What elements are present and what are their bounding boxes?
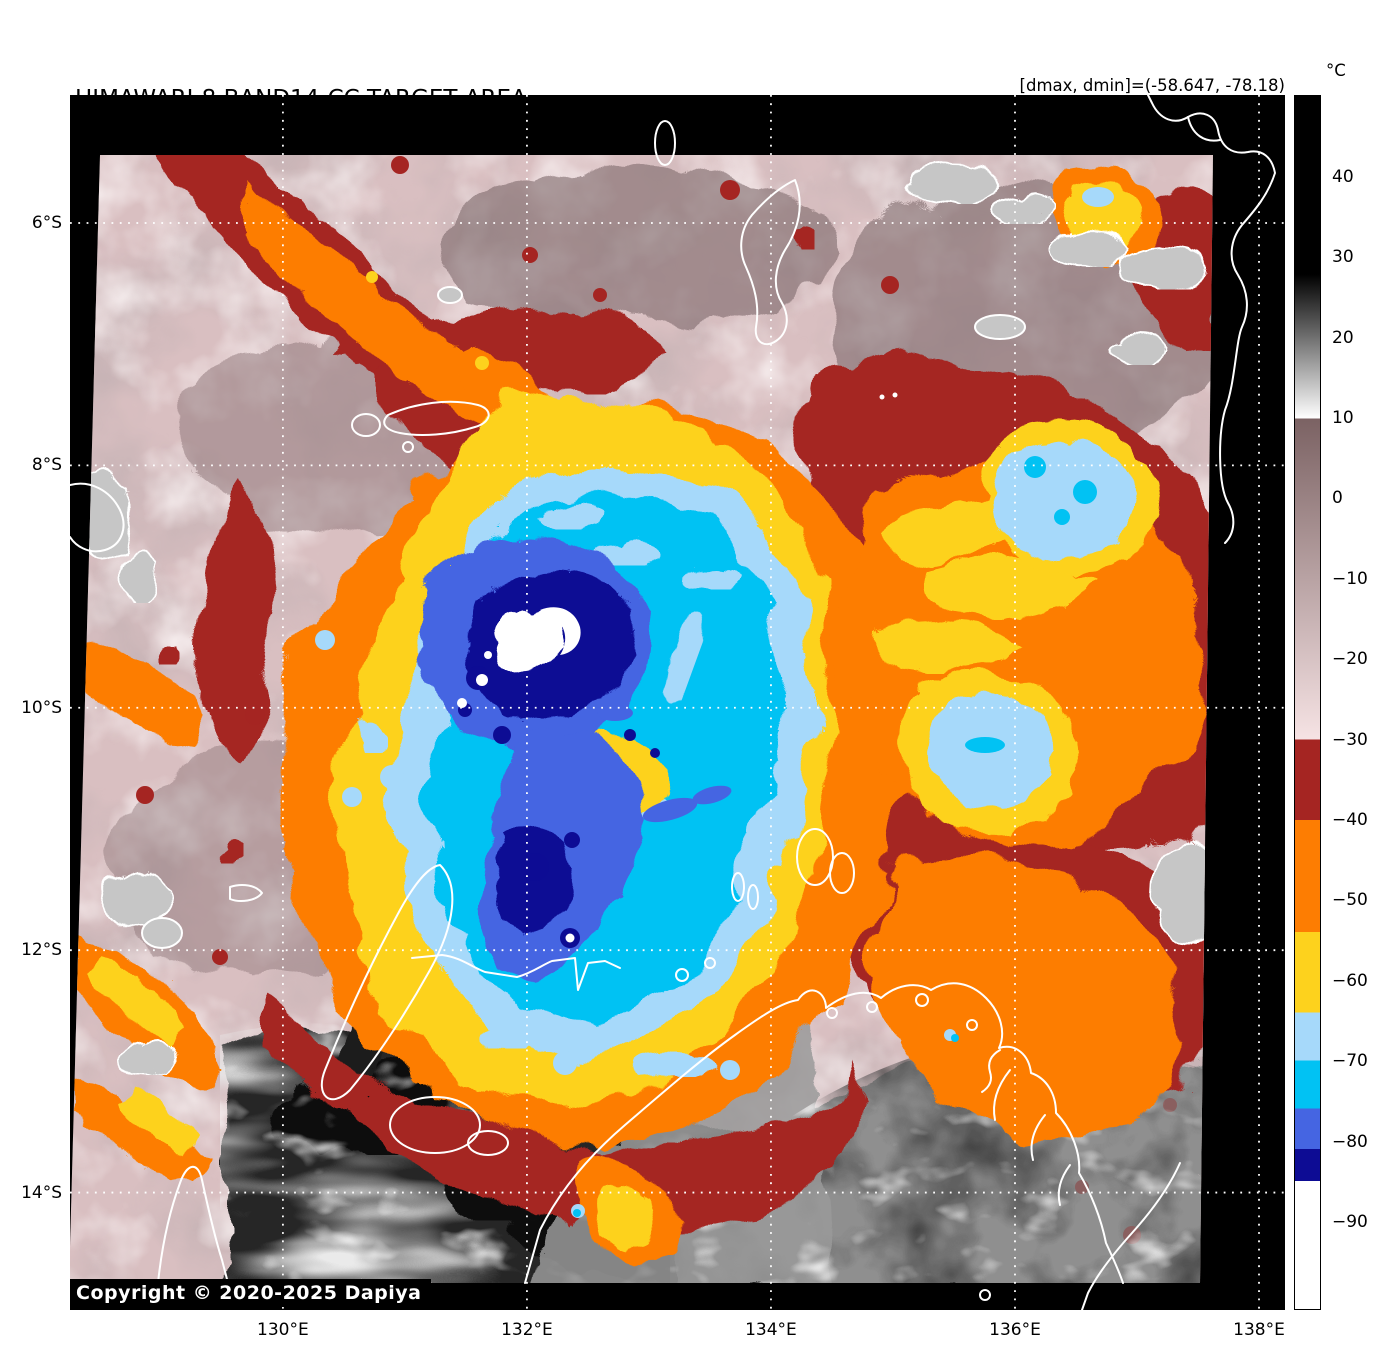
- colorbar-tick-label: −60: [1332, 970, 1368, 991]
- cdo-navy: [458, 567, 660, 948]
- latitude-tick-label: 10°S: [21, 697, 62, 718]
- latitude-tick-label: 14°S: [21, 1182, 62, 1203]
- temperature-colorbar: [1294, 95, 1321, 1310]
- longitude-tick-label: 132°E: [501, 1320, 553, 1340]
- latitude-tick-label: 6°S: [31, 212, 62, 233]
- latitude-tick-label: 12°S: [21, 940, 62, 961]
- longitude-tick-label: 136°E: [989, 1320, 1041, 1340]
- overshooting-tops-white: [457, 392, 898, 943]
- longitude-tick-label: 134°E: [745, 1320, 797, 1340]
- colorbar-tick-label: −50: [1332, 890, 1368, 911]
- ir-data-swath: [70, 155, 1213, 1283]
- colorbar-tick-label: 40: [1332, 166, 1354, 187]
- dmax-dmin-annotation: [dmax, dmin]=(-58.647, -78.18): [1019, 76, 1285, 95]
- colorbar-tick-label: −20: [1332, 649, 1368, 670]
- gray-cloud-patches: [71, 159, 1213, 1072]
- colorbar-tick-label: 30: [1332, 247, 1354, 268]
- copyright-banner: Copyright © 2020-2025 Dapiya: [70, 1279, 432, 1307]
- colorbar-tick-label: −90: [1332, 1211, 1368, 1232]
- colorbar-tick-label: −30: [1332, 729, 1368, 750]
- colorbar-tick-label: −80: [1332, 1131, 1368, 1152]
- colorbar-unit-label: °C: [1326, 61, 1346, 80]
- lat-lon-gridlines: [70, 95, 1285, 1310]
- coastlines: [70, 95, 1276, 1310]
- map-plot-area: [70, 95, 1285, 1310]
- colorbar-tick-label: −70: [1332, 1051, 1368, 1072]
- copyright-text: Copyright © 2020-2025 Dapiya: [76, 1282, 422, 1304]
- longitude-tick-label: 138°E: [1233, 1320, 1285, 1340]
- longitude-tick-label: 130°E: [257, 1320, 309, 1340]
- colorbar-tick-label: 20: [1332, 327, 1354, 348]
- colorbar-tick-label: 0: [1332, 488, 1343, 509]
- colorbar-tick-label: −40: [1332, 810, 1368, 830]
- satellite-image: [70, 95, 1285, 1310]
- latitude-tick-label: 8°S: [31, 455, 62, 476]
- colorbar-tick-label: −10: [1332, 568, 1368, 589]
- colorbar-tick-label: 10: [1332, 408, 1354, 429]
